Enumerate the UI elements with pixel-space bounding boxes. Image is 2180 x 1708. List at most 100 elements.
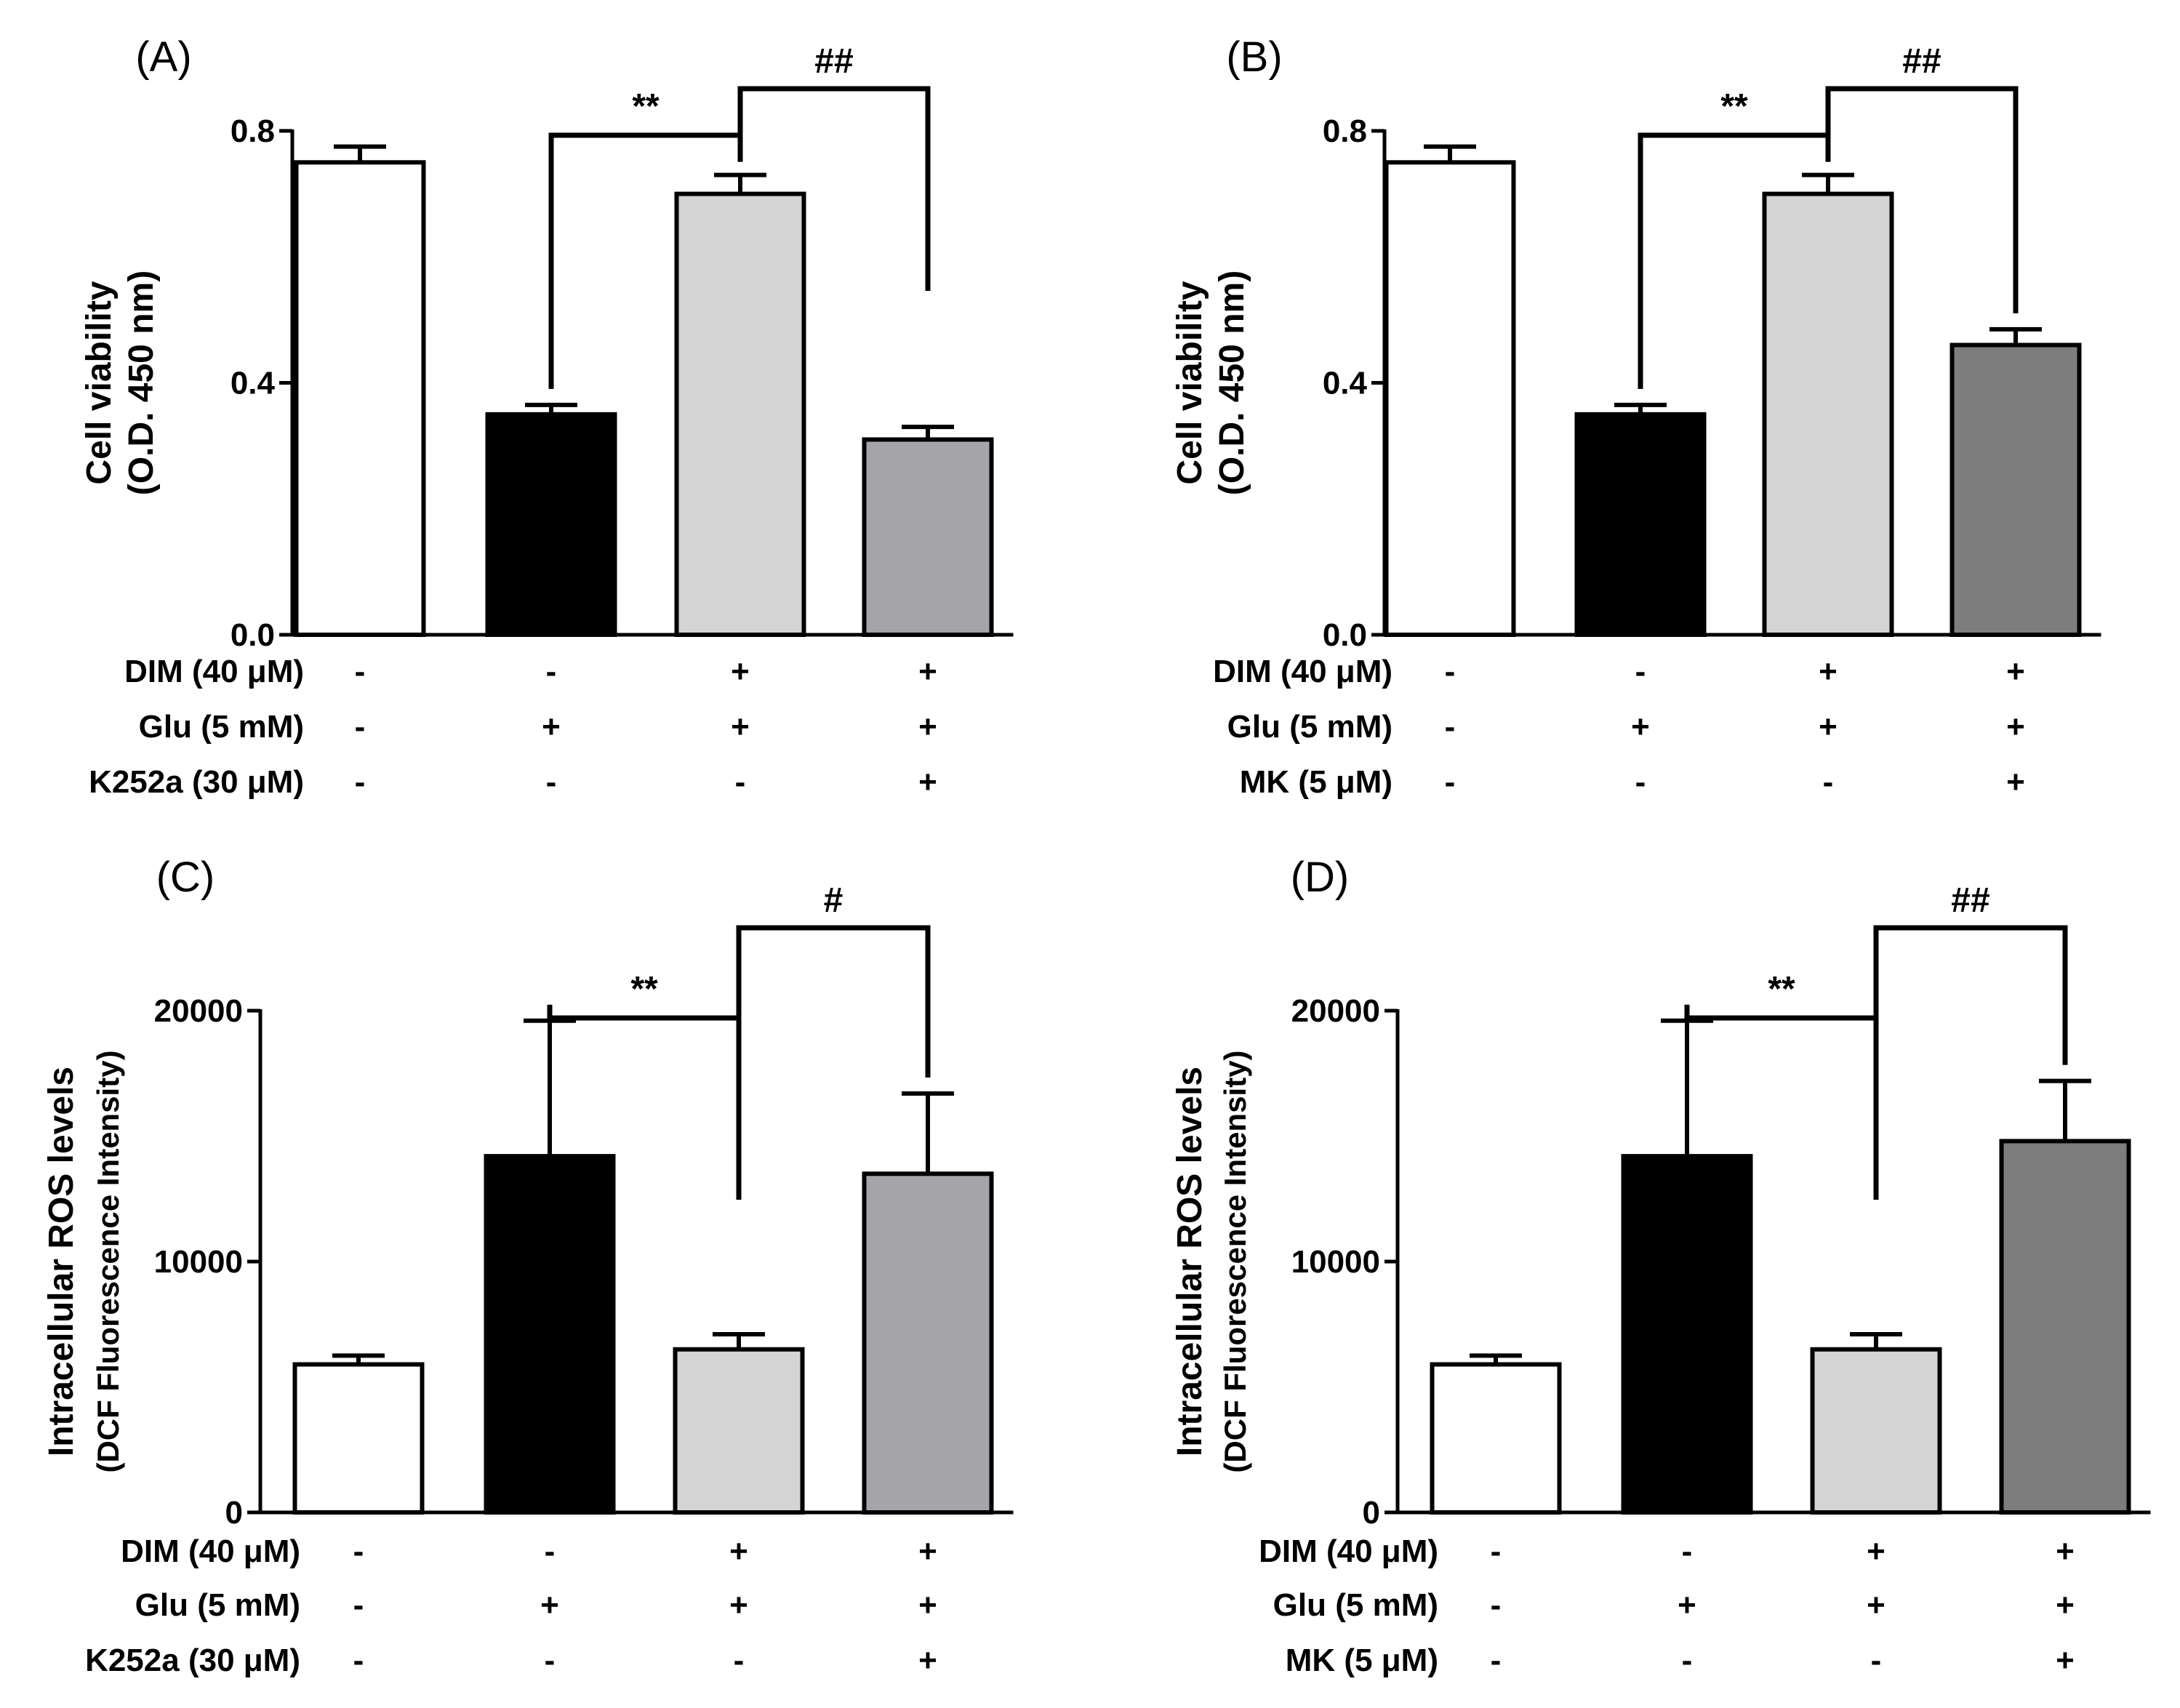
panel-label: (B)	[1226, 33, 1282, 81]
bar	[674, 191, 806, 637]
condition-sign: +	[1867, 1587, 1886, 1623]
condition-sign: -	[1491, 1587, 1502, 1623]
condition-sign: +	[2056, 1643, 2075, 1678]
bar	[1384, 160, 1516, 637]
condition-sign: -	[353, 1533, 364, 1569]
y-axis-label: (DCF Fluorescence Intensity)	[1218, 1050, 1252, 1472]
y-tick-label: 0.4	[231, 366, 276, 401]
condition-sign: +	[731, 709, 750, 745]
significance-label: ##	[1902, 42, 1941, 81]
condition-label: DIM (40 μM)	[1259, 1533, 1438, 1569]
condition-sign: +	[729, 1587, 748, 1623]
panel-a: (A) 0.0 0.4 0.8 Cell viability (O.D. 450 nm) *…	[80, 33, 1014, 800]
condition-sign: -	[355, 764, 366, 800]
bar	[485, 412, 617, 637]
condition-sign: +	[731, 654, 750, 689]
y-tick-label: 20000	[154, 993, 243, 1029]
condition-sign: -	[1491, 1533, 1502, 1569]
condition-sign: -	[1635, 764, 1646, 800]
bar	[292, 1362, 425, 1515]
condition-sign: -	[1682, 1643, 1693, 1678]
y-tick-label: 0	[225, 1495, 243, 1531]
condition-sign: +	[918, 709, 937, 745]
significance-bracket	[548, 132, 743, 389]
y-tick-label: 0	[1363, 1495, 1380, 1531]
y-tick-label: 0.0	[231, 617, 275, 653]
y-tick-label: 0.8	[1323, 113, 1367, 149]
bar	[484, 1154, 616, 1515]
panel-d: (D) 0 10000 20000 Intracellular ROS levels (D…	[1171, 854, 2151, 1678]
significance-bracket	[1825, 86, 2019, 313]
significance-bracket	[737, 86, 931, 291]
condition-label: Glu (5 mM)	[135, 1587, 300, 1623]
significance-label: **	[1768, 970, 1795, 1009]
significance-label: ##	[1951, 881, 1989, 920]
significance-label: #	[824, 881, 843, 920]
y-tick-label: 10000	[1291, 1244, 1380, 1280]
bar	[1810, 1347, 1942, 1515]
condition-sign: -	[735, 764, 746, 800]
significance-label: ##	[814, 42, 853, 81]
y-tick-label: 10000	[154, 1244, 243, 1280]
condition-sign: +	[2006, 654, 2025, 689]
panel-label: (C)	[156, 854, 215, 901]
condition-sign: +	[1631, 709, 1650, 745]
condition-sign: -	[1682, 1533, 1693, 1569]
condition-sign: +	[918, 1587, 937, 1623]
condition-sign: +	[2056, 1587, 2075, 1623]
condition-sign: -	[1823, 764, 1834, 800]
condition-label: DIM (40 μM)	[121, 1533, 300, 1569]
significance-bracket	[736, 925, 931, 1078]
bar	[1949, 342, 2082, 637]
condition-sign: +	[2056, 1533, 2075, 1569]
condition-sign: -	[546, 764, 557, 800]
bar	[1762, 191, 1894, 637]
condition-label: MK (5 μM)	[1286, 1643, 1438, 1678]
condition-sign: -	[355, 709, 366, 745]
condition-sign: -	[353, 1643, 364, 1678]
panel-c: (C) 0 10000 20000 Intracellular ROS levels (D…	[42, 854, 1014, 1678]
condition-sign: -	[1445, 764, 1456, 800]
bar	[1999, 1139, 2131, 1515]
y-tick-label: 20000	[1291, 993, 1380, 1029]
y-axis-label: (DCF Fluorescence Intensity)	[91, 1050, 125, 1472]
bar	[862, 1171, 994, 1515]
y-axis-label: Cell viability	[80, 281, 119, 484]
significance-label: **	[632, 87, 660, 126]
condition-sign: +	[540, 1587, 559, 1623]
condition-sign: -	[355, 654, 366, 689]
condition-sign: +	[918, 654, 937, 689]
condition-sign: +	[1819, 709, 1838, 745]
condition-sign: +	[918, 764, 937, 800]
y-tick-label: 0.0	[1323, 617, 1367, 653]
y-axis-label: Cell viability	[1171, 281, 1209, 484]
condition-label: DIM (40 μM)	[1213, 654, 1392, 689]
panel-label: (D)	[1291, 854, 1350, 901]
condition-sign: +	[918, 1533, 937, 1569]
bar	[673, 1347, 805, 1515]
condition-label: K252a (30 μM)	[89, 764, 304, 800]
condition-sign: -	[1445, 709, 1456, 745]
condition-sign: -	[1491, 1643, 1502, 1678]
condition-sign: +	[2006, 764, 2025, 800]
panel-b: (B) 0.0 0.4 0.8 Cell viability (O.D. 450 nm) *…	[1171, 33, 2101, 800]
condition-sign: -	[1871, 1643, 1882, 1678]
condition-sign: -	[353, 1587, 364, 1623]
y-axis-label: (O.D. 450 nm)	[1213, 270, 1251, 495]
condition-sign: +	[1678, 1587, 1696, 1623]
significance-bracket	[547, 1004, 742, 1200]
condition-label: DIM (40 μM)	[124, 654, 304, 689]
condition-label: MK (5 μM)	[1240, 764, 1392, 800]
condition-sign: +	[729, 1533, 748, 1569]
bar	[862, 437, 994, 638]
condition-sign: -	[546, 654, 557, 689]
bar	[294, 160, 426, 637]
bar	[1430, 1362, 1562, 1515]
significance-bracket	[1684, 1004, 1879, 1200]
condition-sign: -	[1635, 654, 1646, 689]
condition-sign: +	[542, 709, 561, 745]
bar	[1621, 1154, 1753, 1515]
significance-label: **	[630, 970, 658, 1009]
